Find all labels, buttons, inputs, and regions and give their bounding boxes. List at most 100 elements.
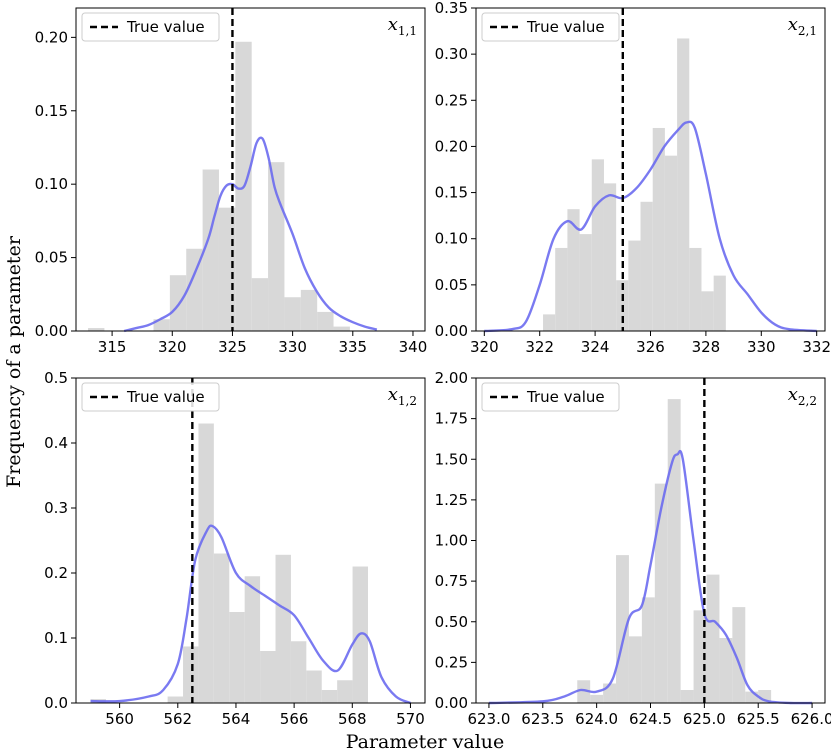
y-tick-label: 0.5 [44, 369, 68, 387]
y-tick-label: 0.05 [35, 249, 68, 267]
histogram-bar [628, 240, 641, 331]
y-tick-label: 0.00 [435, 322, 468, 340]
y-tick-label: 0.20 [435, 137, 468, 155]
y-tick-label: 0.35 [435, 0, 468, 17]
x-tick-label: 320 [470, 338, 499, 356]
histogram-bar [603, 183, 617, 331]
histogram-bar [680, 690, 694, 703]
histogram-bar [337, 680, 353, 703]
y-tick-label: 0.10 [35, 175, 68, 193]
x-tick-label: 325 [218, 338, 247, 356]
x-tick-label: 328 [692, 338, 721, 356]
histogram-bar [603, 683, 617, 703]
histogram-bar [169, 275, 187, 331]
histogram-bar [198, 423, 214, 703]
panel-1-1: 315 320 325 330 335 340 0.00 0.05 0.10 0.15 0.20 Tr… [35, 7, 428, 356]
legend: True value [81, 382, 220, 412]
x-tick-label: 326 [636, 338, 665, 356]
x-tick-label: 330 [278, 338, 307, 356]
histogram-bar [300, 289, 318, 331]
y-tick-label: 0.15 [35, 102, 68, 120]
histogram-bar [664, 155, 678, 331]
panel-label: x2,1 [788, 14, 817, 38]
y-tick-label: 1.25 [435, 491, 468, 509]
y-tick-label: 0.20 [35, 28, 68, 46]
histogram-bar [590, 694, 604, 703]
y-tick-label: 0.25 [435, 653, 468, 671]
y-tick-label: 0.15 [435, 184, 468, 202]
histogram-bar [640, 201, 653, 331]
y-tick-label: 0.2 [44, 564, 68, 582]
histogram-bar [654, 483, 668, 703]
y-tick-label: 0.1 [44, 629, 68, 647]
histogram-bar [244, 576, 261, 703]
panel-label: x1,2 [388, 384, 417, 408]
legend-label: True value [126, 18, 205, 36]
x-axis-title: Parameter value [346, 731, 505, 753]
histogram-bar [577, 680, 591, 703]
histogram-bar [251, 278, 269, 331]
kde-curve [488, 450, 813, 705]
histogram-bar [284, 297, 301, 331]
histogram-bar [202, 169, 219, 331]
histogram-bar [701, 291, 714, 331]
histogram-bar [218, 207, 236, 331]
y-tick-label: 0.75 [435, 572, 468, 590]
kde-curve [123, 136, 378, 333]
histogram-bar [579, 234, 592, 331]
axes-frame [75, 377, 426, 704]
histogram-bar [167, 696, 184, 703]
x-tick-label: 332 [802, 338, 831, 356]
axes-frame [75, 7, 426, 332]
x-tick-label: 625.5 [737, 710, 780, 728]
x-tick-label: 566 [280, 710, 309, 728]
panel-1-2: 560 562 564 566 568 570 0.0 0.1 0.2 0.3 0.4 0.5 True… [44, 369, 426, 728]
histogram-bar [641, 597, 655, 703]
histogram-bar [88, 328, 105, 331]
x-tick-label: 340 [399, 338, 428, 356]
legend-box [481, 12, 620, 42]
y-tick-label: 0.50 [435, 613, 468, 631]
kde-curve [90, 524, 411, 705]
histogram-bar [677, 38, 690, 331]
legend: True value [481, 12, 620, 42]
panels: 315 320 325 330 335 340 0.00 0.05 0.10 0.15 0.20 Tr… [35, 0, 831, 728]
histogram-bar [275, 554, 291, 703]
histogram-bar [317, 311, 334, 331]
panel-label: x2,2 [788, 384, 817, 408]
y-tick-label: 0.30 [435, 45, 468, 63]
legend-label: True value [526, 18, 605, 36]
y-tick-label: 0.05 [435, 276, 468, 294]
legend: True value [481, 382, 620, 412]
x-tick-label: 568 [338, 710, 367, 728]
x-tick-label: 623.0 [467, 710, 510, 728]
y-tick-label: 0.0 [44, 694, 68, 712]
y-tick-label: 0.4 [44, 434, 68, 452]
x-tick-label: 560 [105, 710, 134, 728]
x-tick-label: 320 [158, 338, 187, 356]
legend-label: True value [526, 388, 605, 406]
histogram-bar [186, 248, 203, 331]
y-tick-label: 1.50 [435, 450, 468, 468]
histogram-bar [290, 641, 307, 703]
x-tick-label: 624.5 [629, 710, 672, 728]
x-tick-label: 626.0 [791, 710, 831, 728]
histogram-bar [567, 209, 580, 331]
histogram-bar [616, 555, 629, 703]
y-axis-title: Frequency of a parameter [3, 235, 25, 488]
histogram-bar [260, 651, 276, 703]
y-tick-label: 2.00 [435, 369, 468, 387]
histogram-bar [706, 574, 720, 703]
x-tick-label: 624.0 [575, 710, 618, 728]
histogram-bar [333, 326, 350, 331]
x-tick-label: 324 [581, 338, 610, 356]
panel-2-1: 320 322 324 326 328 330 332 0.00 0.05 0.10 0.15 0.2… [435, 0, 831, 356]
y-tick-label: 1.00 [435, 532, 468, 550]
legend-box [481, 382, 620, 412]
histogram-bar [153, 319, 170, 331]
x-tick-label: 623.5 [521, 710, 564, 728]
y-tick-label: 0.3 [44, 499, 68, 517]
histogram-bar [213, 553, 230, 703]
x-tick-label: 322 [525, 338, 554, 356]
